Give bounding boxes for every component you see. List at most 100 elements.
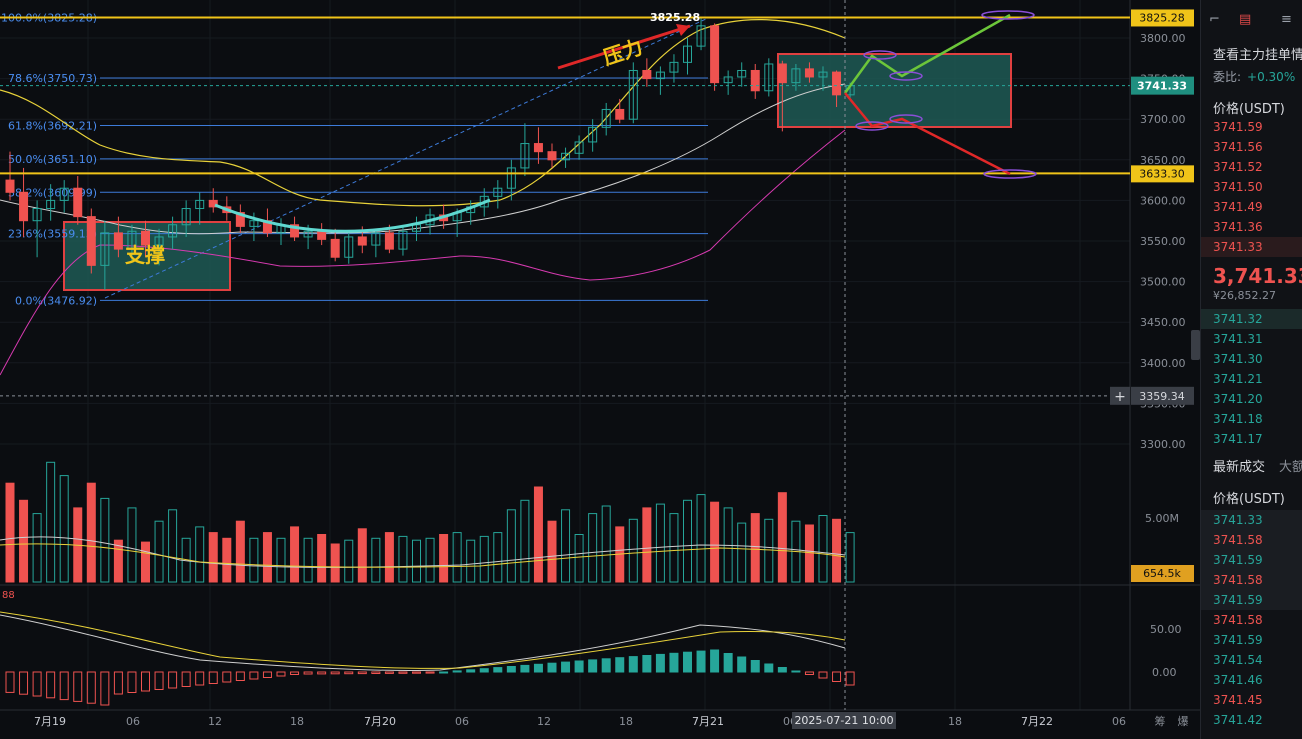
- trade-price-row[interactable]: 3741.45: [1213, 693, 1263, 707]
- time-tick-label: 7月20: [364, 715, 396, 728]
- plus-icon: +: [1114, 389, 1126, 405]
- macd-histogram-bar: [290, 671, 300, 675]
- trade-price-row[interactable]: 3741.42: [1213, 713, 1263, 727]
- bid-ask-ratio: 委比: +0.30%: [1213, 68, 1295, 85]
- crosshair-time-tag: [792, 712, 896, 729]
- volume-ma-yellow: [0, 543, 846, 568]
- orderbook-mode-icon[interactable]: ▤: [1239, 12, 1252, 27]
- volume-ma-white: [0, 536, 846, 568]
- candle-body: [615, 108, 625, 120]
- rounded-bottom-arc: [214, 198, 491, 233]
- list-mode-icon[interactable]: ≡: [1281, 12, 1292, 27]
- current-price-tag: [1131, 76, 1194, 95]
- ask-price-row[interactable]: 3741.52: [1213, 160, 1263, 174]
- ask-price-row[interactable]: 3741.50: [1213, 180, 1263, 194]
- volume-bar: [547, 520, 557, 583]
- macd-histogram-bar: [452, 670, 462, 673]
- fib-level-label: 23.6%(3559.13): [8, 228, 97, 241]
- tab-latest-trades[interactable]: 最新成交: [1213, 460, 1266, 475]
- ask-price-row[interactable]: 3741.33: [1213, 240, 1263, 254]
- volume-bar: [235, 520, 245, 583]
- bid-price-row[interactable]: 3741.20: [1213, 392, 1263, 406]
- trade-price-row[interactable]: 3741.59: [1213, 553, 1263, 567]
- macd-histogram-bar: [5, 671, 15, 693]
- volume-bar: [832, 518, 842, 583]
- volume-current-tag: [1131, 565, 1194, 582]
- trade-price-row[interactable]: 3741.33: [1213, 513, 1263, 527]
- volume-bar: [249, 537, 259, 583]
- crosshair-time-label: 2025-07-21 10:00: [794, 714, 893, 727]
- macd-histogram-bar: [276, 671, 286, 677]
- volume-bar: [330, 543, 340, 583]
- candle-body: [804, 68, 814, 78]
- panel-resize-handle[interactable]: [1191, 330, 1200, 360]
- macd-histogram-bar: [32, 671, 42, 697]
- macd-histogram-bar: [723, 653, 733, 673]
- macd-histogram-bar: [737, 656, 747, 673]
- expand-icon[interactable]: ⌐: [1209, 12, 1220, 27]
- trade-price-row[interactable]: 3741.59: [1213, 593, 1263, 607]
- volume-bar: [32, 513, 42, 583]
- candle-body: [628, 69, 638, 120]
- volume-bar: [439, 534, 449, 583]
- macd-histogram-bar: [439, 671, 449, 674]
- tab-large-trades[interactable]: 大额: [1279, 460, 1302, 475]
- target-marker-ellipse: [983, 169, 1037, 179]
- candle-body: [384, 232, 394, 250]
- volume-bar: [276, 537, 286, 583]
- ask-price-row[interactable]: 3741.56: [1213, 140, 1263, 154]
- volume-bar: [100, 497, 110, 583]
- macd-histogram-bar: [683, 651, 692, 673]
- macd-signal-line: [0, 611, 846, 669]
- candlestick-chart[interactable]: 3300.003350.003400.003450.003500.003550.…: [0, 0, 1200, 739]
- candle-body: [141, 230, 150, 246]
- candle-body: [46, 199, 56, 210]
- trade-price-row[interactable]: 3741.59: [1213, 633, 1263, 647]
- time-tick-label: 06: [455, 715, 469, 728]
- trade-price-row[interactable]: 3741.58: [1213, 533, 1263, 547]
- volume-current-label: 654.5k: [1143, 567, 1181, 580]
- trade-price-row[interactable]: 3741.58: [1213, 573, 1263, 587]
- ask-price-row[interactable]: 3741.49: [1213, 200, 1263, 214]
- volume-bar: [46, 461, 56, 583]
- trade-price-row[interactable]: 3741.58: [1213, 613, 1263, 627]
- price-tick-label: 3400.00: [1140, 357, 1186, 370]
- macd-histogram-bar: [777, 667, 787, 673]
- macd-histogram-bar: [303, 671, 313, 675]
- bid-price-row[interactable]: 3741.18: [1213, 412, 1263, 426]
- bid-highlight: [1201, 309, 1302, 329]
- crosshair-add-button[interactable]: [1110, 386, 1130, 405]
- level-price-label: 3825.28: [1139, 11, 1185, 24]
- ask-price-row[interactable]: 3741.59: [1213, 120, 1263, 134]
- volume-bar: [506, 509, 516, 583]
- target-marker-ellipse: [889, 71, 923, 81]
- time-tick-label: 06: [126, 715, 140, 728]
- price-tick-label: 3450.00: [1140, 316, 1186, 329]
- bid-price-row[interactable]: 3741.30: [1213, 352, 1263, 366]
- candle-body: [669, 61, 679, 73]
- trade-price-row[interactable]: 3741.54: [1213, 653, 1263, 667]
- time-tick-label: 06: [1112, 715, 1126, 728]
- volume-bar: [493, 532, 503, 583]
- bid-price-row[interactable]: 3741.17: [1213, 432, 1263, 446]
- macd-histogram-bar: [547, 662, 557, 673]
- candle-body: [710, 25, 720, 84]
- macd-histogram-bar: [249, 671, 259, 680]
- macd-histogram-bar: [574, 660, 584, 673]
- macd-histogram-bar: [696, 650, 706, 673]
- trades-tabs[interactable]: 最新成交大额: [1213, 456, 1302, 475]
- bid-price-row[interactable]: 3741.31: [1213, 332, 1263, 346]
- volume-bar: [154, 520, 164, 583]
- volume-bar: [588, 513, 598, 583]
- ask-price-row[interactable]: 3741.36: [1213, 220, 1263, 234]
- fib-level-label: 50.0%(3651.10): [8, 153, 97, 166]
- panel-title[interactable]: 查看主力挂单情: [1213, 48, 1302, 63]
- bid-price-row[interactable]: 3741.32: [1213, 312, 1263, 326]
- bid-price-row[interactable]: 3741.21: [1213, 372, 1263, 386]
- macd-histogram-bar: [466, 669, 476, 673]
- fib-level-label: 0.0%(3476.92): [15, 294, 97, 307]
- trade-price-row[interactable]: 3741.46: [1213, 673, 1263, 687]
- candle-body: [168, 224, 178, 238]
- candle-body: [235, 212, 245, 227]
- candle-body: [696, 25, 706, 47]
